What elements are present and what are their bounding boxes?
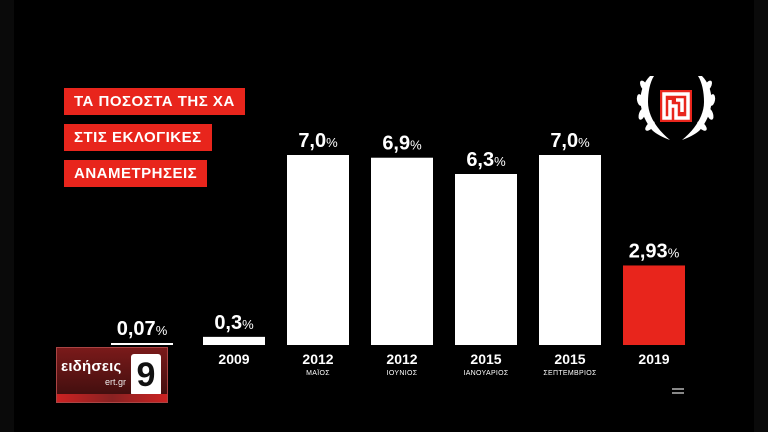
logo-text: ειδήσεις [61, 358, 122, 375]
title-line-1: ΤΑ ΠΟΣΟΣΤΑ ΤΗΣ ΧΑ [64, 88, 245, 115]
logo-channel-number: 9 [131, 354, 161, 396]
party-emblem-icon [636, 76, 716, 140]
sub-label-4: ΙΑΝΟΥΑΡΙΟΣ [463, 370, 508, 377]
title-line-2: ΣΤΙΣ ΕΚΛΟΓΙΚΕΣ [64, 124, 212, 151]
broadcaster-logo: ειδήσεις ert.gr 9 [56, 347, 168, 403]
category-label-5: 2015 [554, 351, 585, 367]
value-label-5: 7,0% [550, 130, 590, 152]
bar-3 [371, 157, 433, 345]
title-line-3: ΑΝΑΜΕΤΡΗΣΕΙΣ [64, 160, 208, 187]
bar-2 [287, 155, 349, 345]
value-label-2: 7,0% [298, 130, 338, 152]
value-label-0: 0,07% [117, 318, 168, 340]
left-pillar-bar [0, 0, 14, 432]
corner-mark-icon [672, 388, 684, 394]
bar-4 [455, 174, 517, 345]
value-label-4: 6,3% [466, 149, 506, 171]
bar-1 [203, 336, 265, 345]
category-label-4: 2015 [470, 351, 501, 367]
bar-5 [539, 155, 601, 345]
sub-label-2: ΜΑΪΟΣ [306, 369, 330, 377]
category-label-2: 2012 [302, 351, 333, 367]
category-label-3: 2012 [386, 351, 417, 367]
bar-6 [623, 265, 685, 345]
category-label-6: 2019 [638, 351, 669, 367]
logo-subtext: ert.gr [105, 377, 127, 387]
sub-label-3: ΙΟΥΝΙΟΣ [387, 370, 418, 377]
logo-stripe [57, 394, 167, 402]
bar-0 [111, 343, 173, 345]
sub-label-5: ΣΕΠΤΕΜΒΡΙΟΣ [543, 370, 597, 377]
value-label-1: 0,3% [214, 312, 254, 334]
value-label-3: 6,9% [382, 133, 422, 155]
category-label-1: 2009 [218, 351, 249, 367]
value-label-6: 2,93% [629, 240, 680, 262]
right-pillar-bar [754, 0, 768, 432]
